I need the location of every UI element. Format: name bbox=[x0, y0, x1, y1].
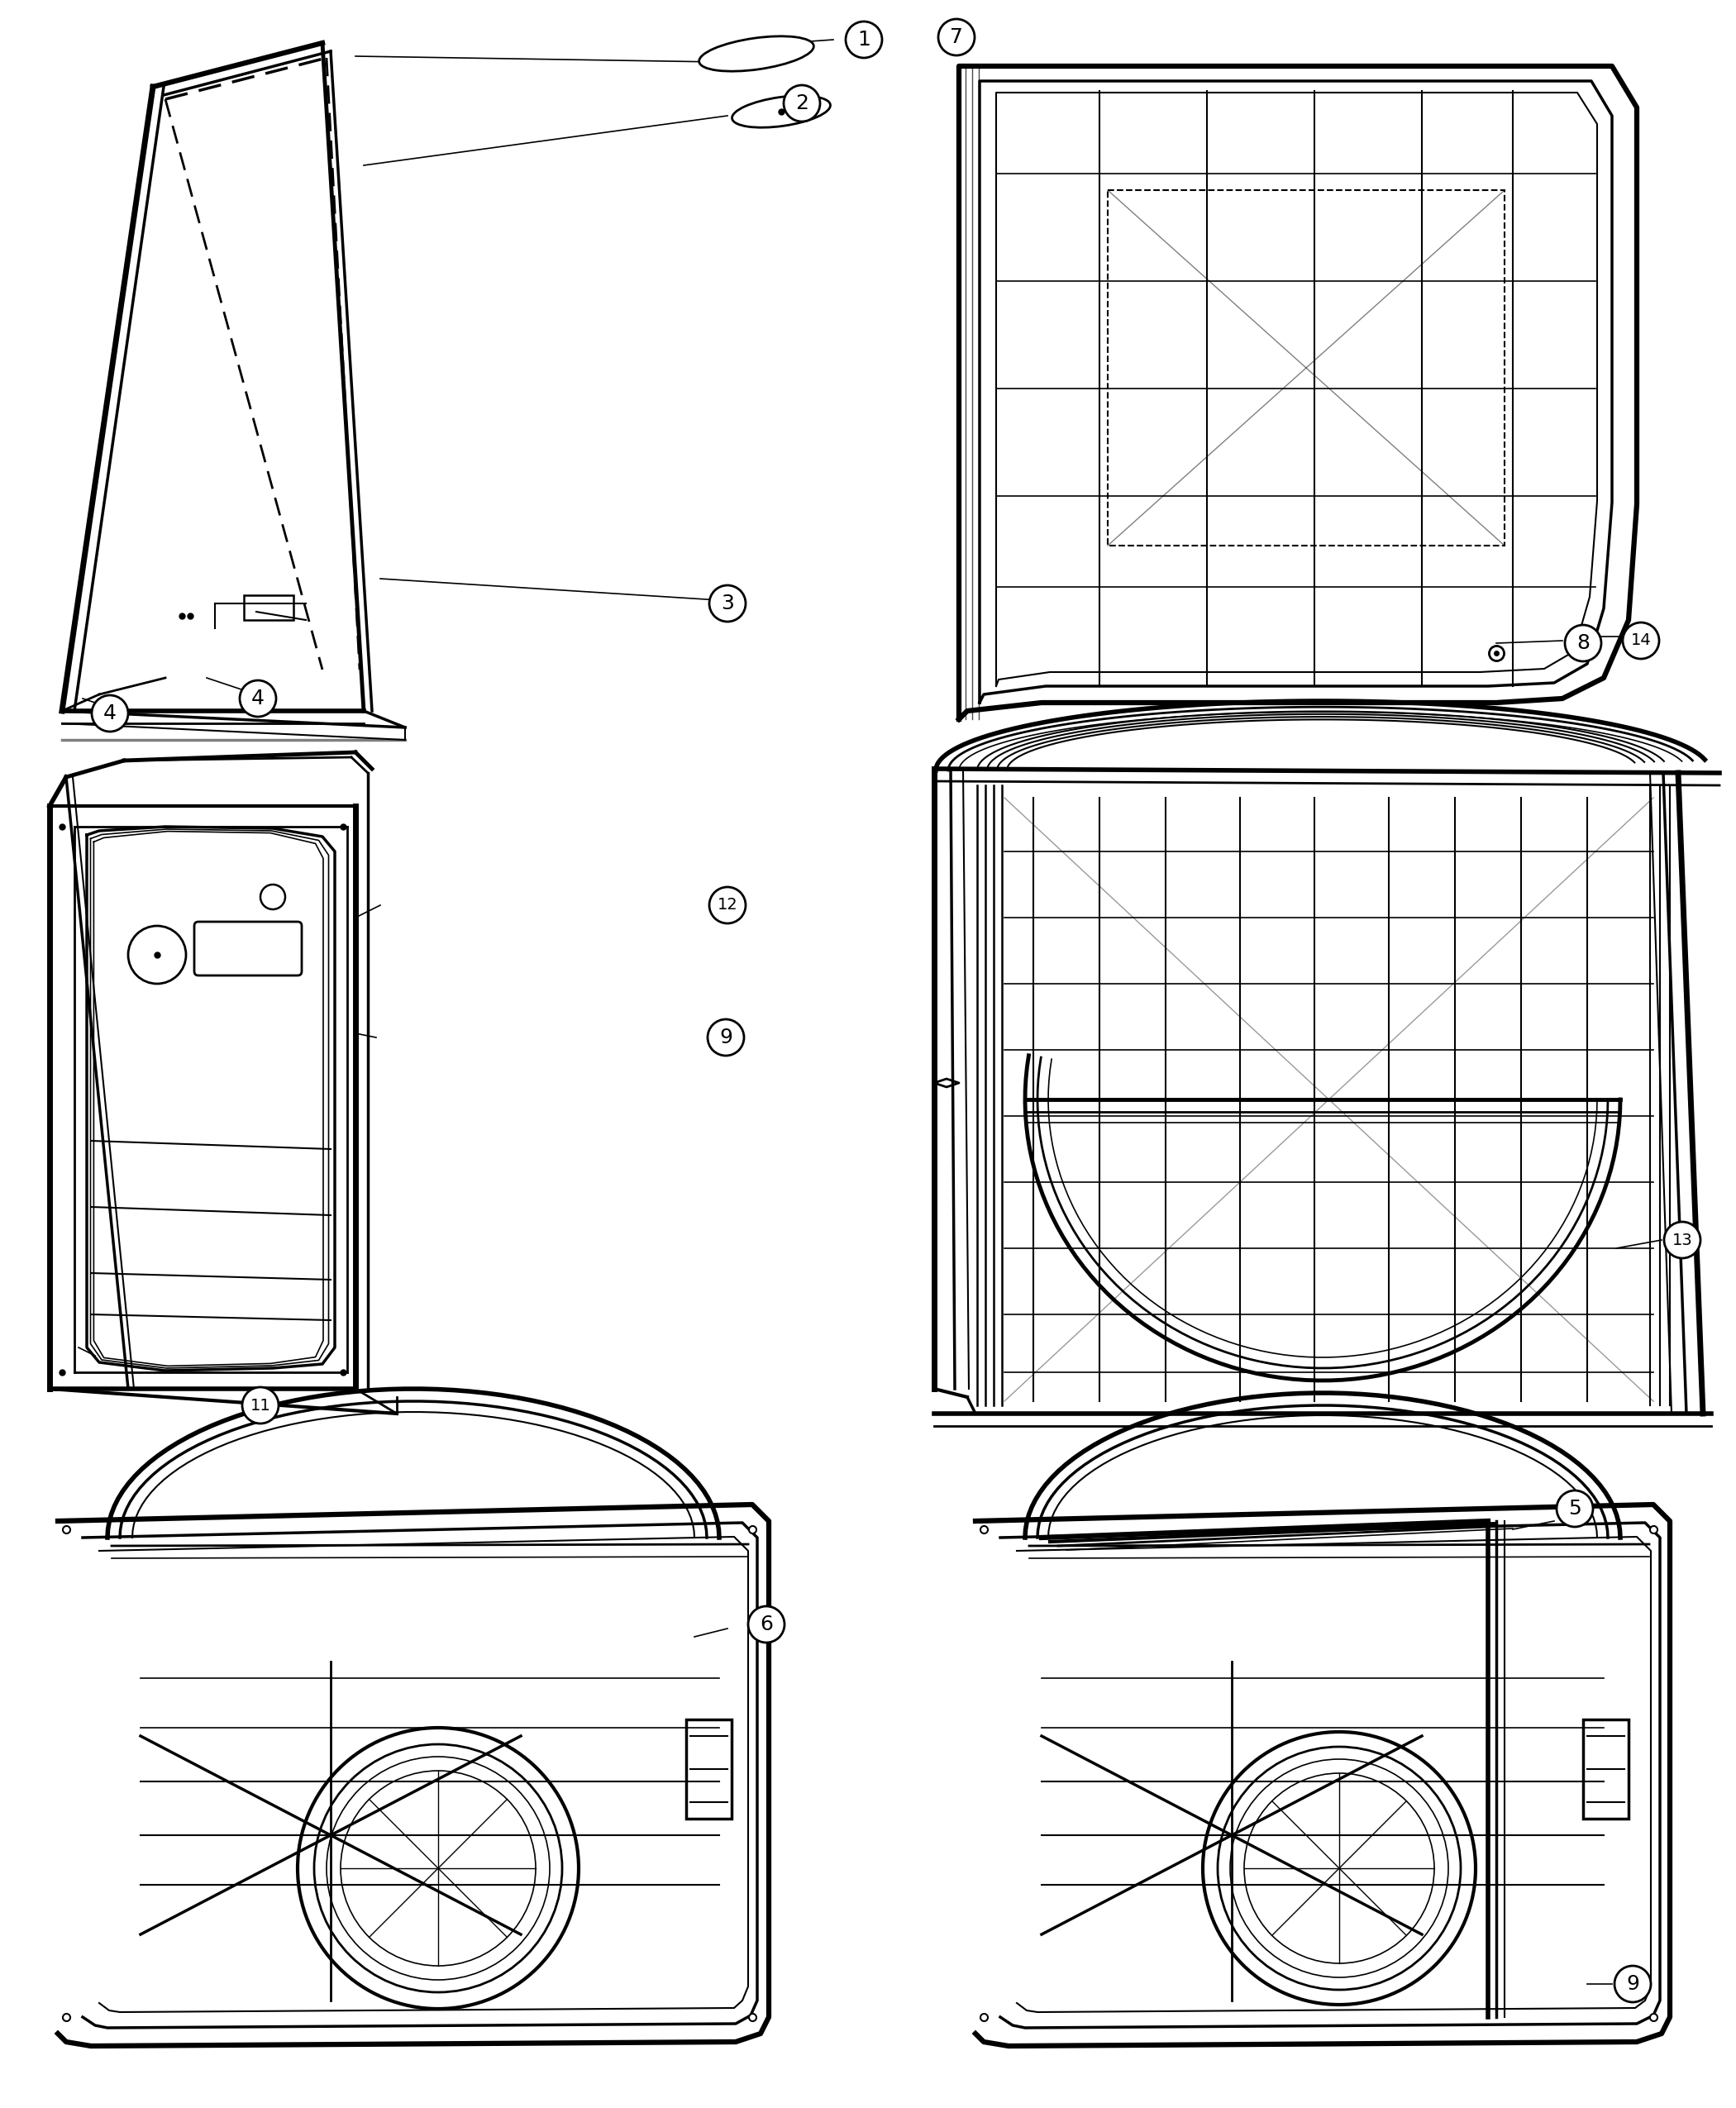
Text: 8: 8 bbox=[1576, 632, 1590, 653]
Circle shape bbox=[1557, 1490, 1594, 1526]
Circle shape bbox=[710, 887, 746, 923]
Bar bbox=[686, 1720, 731, 1819]
Bar bbox=[243, 594, 293, 620]
Circle shape bbox=[710, 586, 746, 622]
Ellipse shape bbox=[733, 95, 830, 126]
Circle shape bbox=[1564, 624, 1601, 662]
Circle shape bbox=[240, 681, 276, 717]
Text: 7: 7 bbox=[950, 27, 963, 46]
Circle shape bbox=[708, 1020, 745, 1056]
Text: 11: 11 bbox=[250, 1398, 271, 1412]
Text: 14: 14 bbox=[1630, 632, 1651, 649]
Text: 6: 6 bbox=[760, 1615, 773, 1634]
Text: 4: 4 bbox=[252, 689, 264, 708]
Text: 5: 5 bbox=[1568, 1499, 1581, 1518]
Circle shape bbox=[783, 84, 819, 122]
Bar bbox=[1583, 1720, 1628, 1819]
Circle shape bbox=[845, 21, 882, 57]
Bar bbox=[1108, 190, 1505, 546]
Text: 1: 1 bbox=[858, 30, 870, 51]
Text: 3: 3 bbox=[720, 594, 734, 613]
Circle shape bbox=[1623, 622, 1660, 660]
Circle shape bbox=[937, 19, 974, 55]
Ellipse shape bbox=[700, 36, 814, 72]
Text: 9: 9 bbox=[719, 1027, 733, 1048]
Text: 2: 2 bbox=[795, 93, 809, 114]
Circle shape bbox=[1614, 1967, 1651, 2003]
Circle shape bbox=[243, 1387, 278, 1423]
Text: 4: 4 bbox=[104, 704, 116, 723]
Circle shape bbox=[1665, 1223, 1701, 1258]
Circle shape bbox=[92, 696, 128, 731]
Text: 13: 13 bbox=[1672, 1233, 1693, 1248]
Circle shape bbox=[748, 1606, 785, 1642]
Text: 9: 9 bbox=[1627, 1973, 1639, 1994]
Text: 12: 12 bbox=[717, 898, 738, 913]
